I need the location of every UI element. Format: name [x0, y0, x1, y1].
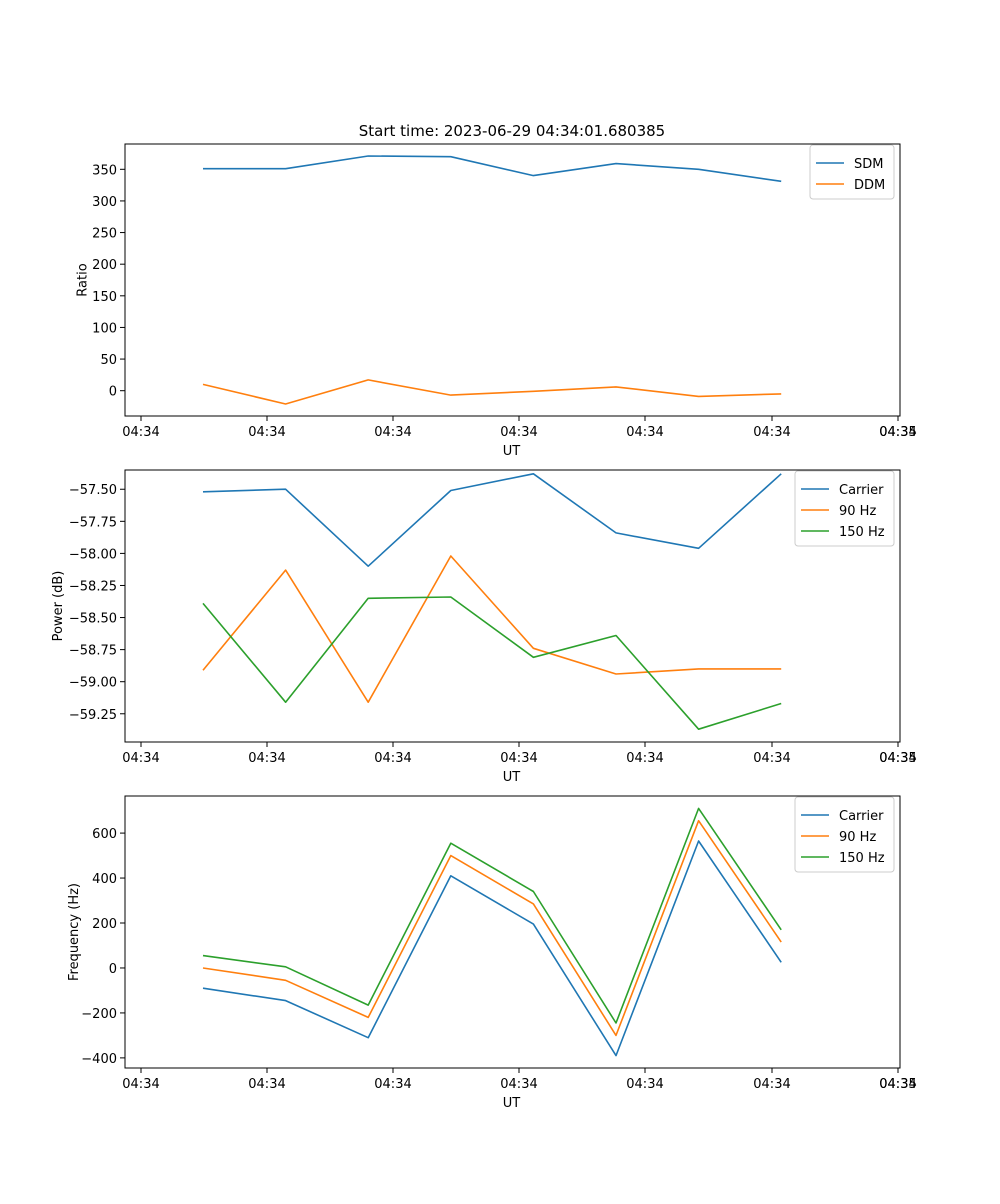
y-tick-label: 100 [92, 321, 117, 336]
plot-frame [124, 143, 901, 417]
y-tick-label: 600 [92, 827, 117, 842]
plot-frame [124, 469, 901, 743]
legend-label: 150 Hz [839, 851, 885, 866]
x-tick-label: 04:34 [122, 751, 159, 766]
y-axis-label: Power (dB) [51, 571, 66, 642]
x-axis-label: UT [503, 444, 521, 459]
x-axis-label: UT [503, 770, 521, 785]
y-tick-label: −59.25 [69, 708, 117, 723]
x-tick-label: 04:34 [500, 425, 537, 440]
y-tick-label: −58.75 [69, 644, 117, 659]
legend-label: 90 Hz [839, 830, 876, 845]
x-tick-label: 04:34 [122, 425, 159, 440]
series-line-150-hz [202, 596, 782, 731]
legend-label: Carrier [839, 809, 884, 824]
legend-label: 90 Hz [839, 504, 876, 519]
chart-panel-2: 04:34 04:34 04:34 04:34 04:34 04:34 04:3404:35… [51, 469, 917, 785]
legend: SDM DDM [809, 144, 895, 200]
x-tick-label: 04:35 [879, 751, 916, 766]
legend: Carrier 90 Hz 150 Hz [794, 796, 895, 873]
y-tick-label: −58.00 [69, 547, 117, 562]
y-tick-label: 350 [92, 163, 117, 178]
y-tick-label: −58.50 [69, 612, 117, 627]
series-line-sdm [203, 155, 782, 183]
x-tick-label: 04:34 [374, 425, 411, 440]
legend-label: Carrier [839, 483, 884, 498]
legend-label: 150 Hz [839, 525, 885, 540]
x-tick-label: 04:34 [879, 751, 916, 766]
x-tick-label: 04:34 [626, 425, 663, 440]
x-tick-label: 04:34 [879, 425, 916, 440]
y-tick-label: −200 [81, 1007, 117, 1022]
series-line-150-hz [202, 807, 782, 1024]
y-tick-label: −58.25 [69, 579, 117, 594]
x-tick-label: 04:34 [248, 1077, 285, 1092]
y-tick-label: 200 [92, 917, 117, 932]
chart-title: Start time: 2023-06-29 04:34:01.680385 [359, 122, 665, 140]
y-tick-label: 200 [92, 258, 117, 273]
x-tick-label: 04:34 [626, 1077, 663, 1092]
x-tick-label: 04:34 [500, 751, 537, 766]
y-axis-label: Ratio [75, 263, 90, 296]
chart-panel-1: 04:34 04:34 04:34 04:34 04:34 04:34 04:3404:35… [75, 143, 917, 459]
y-tick-label: 0 [109, 385, 117, 400]
x-tick-label: 04:34 [753, 425, 790, 440]
x-tick-label: 04:34 [248, 425, 285, 440]
series-line-carrier [202, 472, 782, 568]
y-tick-label: 250 [92, 227, 117, 242]
y-tick-label: −57.75 [69, 515, 117, 530]
x-tick-label: 04:34 [626, 751, 663, 766]
series-line-90-hz [202, 819, 782, 1037]
y-tick-label: −400 [81, 1052, 117, 1067]
y-tick-label: 300 [92, 195, 117, 210]
x-tick-label: 04:34 [374, 1077, 411, 1092]
plot-frame [124, 795, 901, 1069]
y-tick-label: 400 [92, 872, 117, 887]
legend-label: DDM [854, 178, 885, 193]
y-tick-label: 50 [100, 353, 117, 368]
y-tick-label: −59.00 [69, 676, 117, 691]
x-tick-label: 04:35 [879, 425, 916, 440]
x-tick-label: 04:34 [248, 751, 285, 766]
x-tick-label: 04:34 [753, 751, 790, 766]
y-axis-label: Frequency (Hz) [67, 883, 82, 981]
series-line-90-hz [202, 555, 782, 704]
legend-box [809, 144, 895, 200]
x-tick-label: 04:35 [879, 1077, 916, 1092]
x-axis-label: UT [503, 1096, 521, 1111]
x-tick-label: 04:34 [753, 1077, 790, 1092]
legend: Carrier 90 Hz 150 Hz [794, 470, 895, 547]
chart-panel-3: 04:34 04:34 04:34 04:34 04:34 04:34 04:3404:35… [67, 795, 917, 1111]
series-line-carrier [202, 840, 782, 1057]
legend-label: SDM [854, 157, 883, 172]
x-tick-label: 04:34 [374, 751, 411, 766]
y-tick-label: −57.50 [69, 483, 117, 498]
series-line-ddm [202, 379, 782, 405]
y-tick-label: 0 [109, 962, 117, 977]
x-tick-label: 04:34 [879, 1077, 916, 1092]
x-tick-label: 04:34 [500, 1077, 537, 1092]
y-tick-label: 150 [92, 290, 117, 305]
x-tick-label: 04:34 [122, 1077, 159, 1092]
